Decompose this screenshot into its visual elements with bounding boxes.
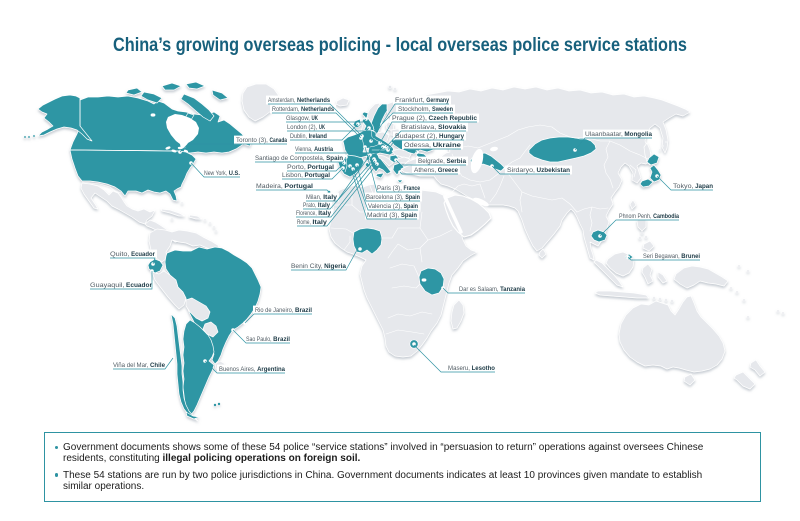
- svg-text:Paris (3),: Paris (3),: [377, 186, 402, 192]
- svg-text:Budapest (2),: Budapest (2),: [395, 134, 438, 140]
- svg-text:Lesotho: Lesotho: [472, 366, 496, 372]
- svg-text:Tokyo,: Tokyo,: [673, 184, 694, 190]
- svg-text:France: France: [404, 186, 421, 192]
- svg-text:Mongolia: Mongolia: [624, 132, 652, 138]
- svg-text:Hungary: Hungary: [439, 134, 465, 140]
- svg-text:Chile: Chile: [150, 363, 166, 369]
- svg-text:Dar es Salaam,: Dar es Salaam,: [459, 287, 499, 293]
- svg-text:Frankfurt,: Frankfurt,: [395, 98, 425, 104]
- svg-text:Sao Paulo,: Sao Paulo,: [246, 337, 272, 343]
- svg-text:Germany: Germany: [426, 98, 449, 104]
- svg-text:Bratislava,: Bratislava,: [401, 125, 437, 131]
- svg-text:Italy: Italy: [312, 220, 327, 226]
- svg-text:Spain: Spain: [326, 156, 343, 162]
- svg-text:Rotterdam,: Rotterdam,: [272, 107, 300, 113]
- svg-text:Austria: Austria: [314, 147, 334, 153]
- svg-text:Glasgow,: Glasgow,: [286, 116, 310, 122]
- svg-text:Italy: Italy: [318, 203, 331, 209]
- svg-text:Milan,: Milan,: [306, 195, 322, 201]
- svg-text:Viña del Mar,: Viña del Mar,: [113, 363, 149, 369]
- svg-text:Argentina: Argentina: [257, 367, 286, 373]
- svg-text:Greece: Greece: [438, 168, 459, 174]
- svg-text:Ireland: Ireland: [309, 134, 328, 140]
- svg-text:Ecuador: Ecuador: [131, 252, 156, 258]
- svg-text:Belgrade,: Belgrade,: [418, 159, 445, 165]
- svg-text:Athens,: Athens,: [414, 168, 437, 174]
- svg-text:Prato,: Prato,: [303, 203, 317, 209]
- svg-text:Buenos Aires,: Buenos Aires,: [219, 367, 256, 373]
- svg-text:Dublin,: Dublin,: [290, 134, 307, 140]
- svg-text:Valencia (2),: Valencia (2),: [368, 204, 402, 210]
- svg-text:Portugal: Portugal: [307, 165, 334, 171]
- svg-text:U.S.: U.S.: [229, 171, 241, 177]
- svg-text:London (2),: London (2),: [287, 125, 318, 131]
- svg-text:UK: UK: [312, 116, 319, 122]
- svg-text:Santiago de Compostela,: Santiago de Compostela,: [255, 156, 325, 162]
- svg-text:Benin City,: Benin City,: [291, 264, 323, 270]
- svg-text:Sirdaryo,: Sirdaryo,: [507, 168, 535, 174]
- svg-text:Rio de Janeiro,: Rio de Janeiro,: [255, 308, 294, 314]
- svg-text:Prague (2),: Prague (2),: [392, 116, 427, 122]
- svg-text:Stockholm,: Stockholm,: [398, 107, 431, 113]
- svg-text:Amsterdam,: Amsterdam,: [268, 98, 296, 104]
- svg-text:Madeira,: Madeira,: [256, 184, 283, 190]
- svg-text:Netherlands: Netherlands: [301, 107, 335, 113]
- svg-text:Czech Republic: Czech Republic: [429, 116, 478, 122]
- svg-text:Cambodia: Cambodia: [653, 214, 679, 220]
- svg-text:Madrid (3),: Madrid (3),: [367, 213, 400, 219]
- svg-text:Spain: Spain: [401, 213, 417, 219]
- svg-text:Porto,: Porto,: [287, 165, 306, 171]
- svg-text:Spain: Spain: [404, 204, 419, 210]
- svg-text:Florence,: Florence,: [296, 211, 317, 217]
- svg-text:Vienna,: Vienna,: [295, 147, 313, 153]
- svg-text:Quito,: Quito,: [110, 252, 130, 258]
- svg-text:Ukraine: Ukraine: [433, 143, 462, 149]
- svg-text:Slovakia: Slovakia: [438, 125, 467, 131]
- svg-text:Maseru,: Maseru,: [448, 366, 470, 372]
- svg-text:Brazil: Brazil: [295, 308, 312, 314]
- svg-text:New York,: New York,: [204, 171, 227, 177]
- svg-text:Spain: Spain: [405, 195, 420, 201]
- svg-text:China’s growing overseas polic: China’s growing overseas policing - loca…: [113, 34, 687, 56]
- svg-text:Ecuador: Ecuador: [126, 283, 153, 289]
- svg-text:Lisbon,: Lisbon,: [282, 173, 303, 179]
- svg-text:Tanzania: Tanzania: [500, 287, 526, 293]
- svg-text:Italy: Italy: [323, 195, 338, 201]
- svg-text:UK: UK: [319, 125, 326, 131]
- svg-text:Brunei: Brunei: [681, 254, 700, 260]
- svg-text:Sweden: Sweden: [432, 107, 453, 113]
- svg-text:Canada: Canada: [270, 138, 288, 144]
- svg-text:Japan: Japan: [695, 184, 713, 190]
- svg-text:Uzbekistan: Uzbekistan: [537, 168, 571, 174]
- svg-text:Brazil: Brazil: [273, 337, 290, 343]
- svg-text:Phnom Penh,: Phnom Penh,: [619, 214, 652, 220]
- svg-text:Ulaanbaatar,: Ulaanbaatar,: [585, 132, 623, 138]
- svg-text:Portugal: Portugal: [305, 173, 331, 179]
- svg-text:Portugal: Portugal: [284, 184, 313, 190]
- svg-text:Netherlands: Netherlands: [297, 98, 331, 104]
- svg-text:Rome,: Rome,: [297, 220, 311, 226]
- svg-text:Guayaquil,: Guayaquil,: [90, 283, 125, 289]
- svg-text:Serbia: Serbia: [447, 159, 467, 165]
- svg-text:Seri Begawan,: Seri Begawan,: [643, 254, 680, 260]
- svg-text:Italy: Italy: [318, 211, 331, 217]
- svg-text:Toronto (3),: Toronto (3),: [236, 138, 268, 144]
- svg-text:Nigeria: Nigeria: [324, 264, 347, 270]
- svg-text:Odessa,: Odessa,: [404, 143, 431, 149]
- svg-text:Barcelona (3),: Barcelona (3),: [366, 195, 404, 201]
